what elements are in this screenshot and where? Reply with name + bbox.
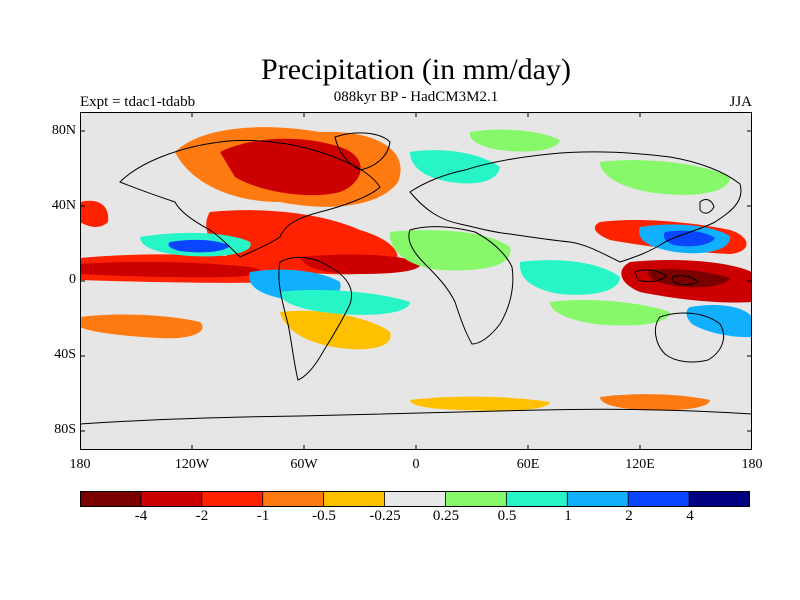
colorbar-cell-6: [445, 491, 508, 507]
coast-africa: [408, 226, 514, 345]
colorbar-cell-3: [262, 491, 325, 507]
colorbar-label-neg0-5: -0.5: [312, 508, 336, 524]
experiment-label: Expt = tdac1-tdabb: [80, 94, 196, 110]
anomaly-europe: [410, 150, 500, 184]
lon-label-60e: 60E: [516, 457, 540, 472]
season-label: JJA: [729, 94, 752, 110]
colorbar-cell-7: [505, 491, 569, 507]
colorbar-label-1: 1: [564, 508, 572, 524]
colorbar-cell-2: [201, 491, 264, 507]
colorbar: [80, 491, 750, 507]
colorbar-cell-0: [80, 491, 142, 507]
anomaly-east-pacific-core: [168, 239, 230, 253]
colorbar-cell-10: [688, 491, 750, 507]
colorbar-label-2: 2: [625, 508, 633, 524]
lon-label-180w: 180: [69, 457, 91, 472]
lon-label-180e: 180: [741, 457, 763, 472]
colorbar-label-neg1: -1: [256, 508, 270, 524]
anomaly-africa: [389, 230, 511, 271]
lon-label-0: 0: [412, 457, 420, 472]
coast-greenland: [334, 132, 391, 171]
colorbar-cell-1: [140, 491, 203, 507]
colorbar-cell-5: [384, 491, 447, 507]
colorbar-cell-8: [566, 491, 630, 507]
coast-south-america: [278, 256, 353, 381]
anomaly-australia-south: [600, 394, 710, 411]
lat-label-40s: 40S: [54, 347, 76, 362]
plot-subtitle: 088kyr BP - HadCM3M2.1: [333, 89, 499, 105]
coast-australia: [654, 312, 724, 363]
colorbar-label-neg0-25: -0.25: [369, 508, 401, 524]
coast-europe-asia: [409, 151, 742, 263]
precip-anomaly-fields: [80, 127, 752, 411]
colorbar-label-neg2: -2: [195, 508, 209, 524]
anomaly-tropical-atlantic: [300, 254, 421, 274]
coastlines: [80, 132, 752, 425]
anomaly-south-atlantic: [280, 290, 410, 315]
anomaly-southern-ocean: [410, 396, 550, 411]
lon-label-120e: 120E: [625, 457, 655, 472]
colorbar-label-0-25: 0.25: [432, 508, 460, 524]
anomaly-australia-east: [686, 305, 752, 338]
plot-title: Precipitation (in mm/day): [261, 53, 571, 86]
anomaly-eq-pacific-core: [80, 261, 261, 278]
precipitation-map: [80, 112, 752, 450]
coast-antarctica: [80, 408, 752, 425]
anomaly-maritime-core: [648, 269, 730, 288]
lon-label-60w: 60W: [290, 457, 318, 472]
anomaly-west-atlantic-north: [80, 200, 109, 227]
lat-label-80n: 80N: [51, 123, 76, 138]
colorbar-label-neg4: -4: [134, 508, 148, 524]
lat-label-0: 0: [69, 272, 76, 287]
anomaly-south-pacific: [80, 314, 203, 339]
lon-label-120w: 120W: [174, 457, 210, 472]
coast-indonesia: [634, 269, 699, 286]
colorbar-cell-9: [627, 491, 690, 507]
anomaly-asia-north: [600, 160, 730, 195]
anomaly-north-west-pacific-core: [663, 230, 715, 247]
anomaly-south-america: [280, 310, 391, 350]
axis-ticks: [80, 112, 752, 450]
colorbar-label-0-5: 0.5: [497, 508, 517, 524]
anomaly-indian-ocean: [519, 260, 620, 295]
lat-label-40n: 40N: [51, 198, 76, 213]
anomaly-north-america-core: [220, 138, 361, 196]
lat-label-80s: 80S: [54, 422, 76, 437]
anomaly-south-indian: [550, 300, 670, 326]
colorbar-label-4: 4: [686, 508, 694, 524]
coast-japan: [699, 199, 715, 214]
anomaly-arctic: [469, 129, 560, 152]
coast-north-america: [119, 139, 381, 258]
colorbar-cell-4: [323, 491, 386, 507]
